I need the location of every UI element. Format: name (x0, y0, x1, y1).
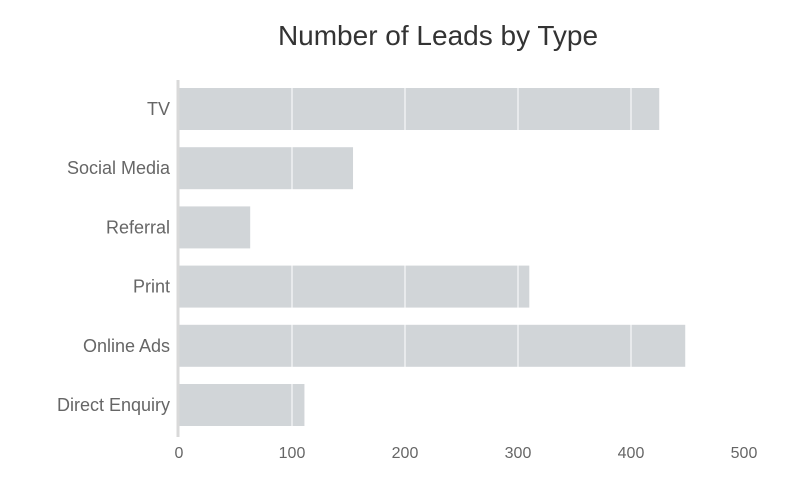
bar-online-ads (179, 324, 686, 367)
category-label: Print (133, 277, 170, 297)
x-tick-label: 100 (279, 445, 306, 462)
x-tick-label: 300 (505, 445, 532, 462)
chart-title: Number of Leads by Type (277, 20, 599, 51)
x-tick-label: 400 (618, 445, 645, 462)
bar-referral (179, 206, 251, 249)
x-tick-labels: 0 100 200 300 400 500 (175, 445, 758, 462)
category-label: Online Ads (83, 336, 170, 356)
gridlines-group (291, 80, 632, 437)
x-tick-label: 200 (392, 445, 419, 462)
category-label: TV (147, 99, 170, 119)
x-tick-label: 0 (175, 445, 184, 462)
bar-tv (179, 88, 660, 130)
category-label: Direct Enquiry (57, 395, 170, 415)
category-label: Referral (106, 217, 170, 237)
bars-group (179, 88, 686, 426)
x-tick-label: 500 (731, 445, 758, 462)
category-labels: TV Social Media Referral Print Online Ads Dir… (57, 99, 171, 415)
bar-print (179, 265, 530, 308)
bar-social-media (179, 147, 354, 190)
category-label: Social Media (67, 158, 171, 178)
bar-direct-enquiry (179, 384, 305, 426)
